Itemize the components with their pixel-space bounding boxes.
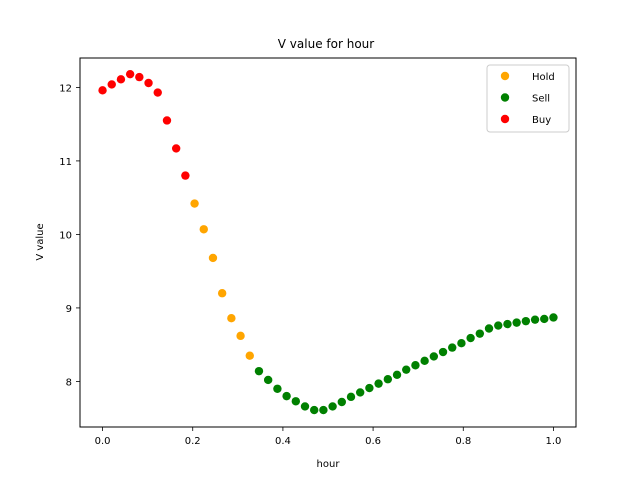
x-tick-label: 0.8 bbox=[455, 436, 471, 447]
data-point-hold bbox=[208, 253, 218, 263]
data-point-sell bbox=[310, 405, 319, 415]
data-point-sell bbox=[429, 352, 439, 361]
axes-frame bbox=[79, 57, 577, 428]
data-point-sell bbox=[402, 365, 411, 374]
y-tick-label: 10 bbox=[59, 230, 72, 241]
x-axis: 0.0 0.2 0.4 0.6 0.8 1.0 bbox=[95, 427, 562, 447]
data-point-sell bbox=[374, 379, 383, 388]
legend-marker-sell bbox=[500, 93, 510, 102]
x-axis-label: hour bbox=[317, 459, 341, 470]
data-point-buy bbox=[153, 88, 162, 97]
data-point-buy bbox=[144, 78, 153, 88]
plot-area bbox=[79, 57, 577, 428]
x-tick-label: 0.6 bbox=[365, 436, 381, 447]
legend-box bbox=[486, 64, 570, 133]
data-point-buy bbox=[116, 75, 126, 84]
legend-label-hold: Hold bbox=[532, 72, 555, 83]
data-point-sell bbox=[254, 366, 264, 376]
data-point-sell bbox=[438, 347, 448, 357]
x-tick-label: 1.0 bbox=[546, 436, 562, 447]
data-point-sell bbox=[549, 313, 558, 322]
data-point-sell bbox=[466, 333, 475, 343]
x-tick-label: 0.4 bbox=[275, 436, 291, 447]
data-point-sell bbox=[383, 375, 393, 384]
data-point-sell bbox=[411, 361, 420, 370]
data-point-sell bbox=[503, 319, 512, 329]
data-point-sell bbox=[448, 343, 457, 352]
y-axis-label: V value bbox=[35, 223, 46, 260]
data-point-sell bbox=[392, 370, 402, 380]
data-point-sell bbox=[346, 392, 356, 402]
data-point-sell bbox=[273, 384, 282, 393]
data-point-sell bbox=[328, 402, 337, 411]
x-tick-label: 0.2 bbox=[185, 436, 201, 447]
data-point-sell bbox=[540, 314, 549, 324]
data-point-sell bbox=[420, 356, 429, 366]
data-point-hold bbox=[217, 289, 227, 298]
data-point-buy bbox=[181, 171, 190, 180]
data-point-buy bbox=[171, 144, 181, 153]
x-tick-label: 0.0 bbox=[95, 436, 111, 447]
y-tick-label: 12 bbox=[59, 83, 72, 94]
y-tick-label: 9 bbox=[66, 304, 72, 315]
data-point-sell bbox=[263, 375, 273, 385]
legend-marker-hold bbox=[500, 71, 510, 81]
data-point-buy bbox=[162, 116, 172, 125]
data-point-hold bbox=[236, 331, 245, 341]
legend-label-buy: Buy bbox=[532, 115, 551, 126]
data-point-sell bbox=[291, 397, 301, 406]
y-tick-label: 11 bbox=[59, 157, 72, 168]
data-point-hold bbox=[199, 225, 208, 234]
legend-label-sell: Sell bbox=[532, 94, 550, 105]
data-point-buy bbox=[98, 86, 107, 95]
y-axis: 8 9 10 11 12 bbox=[59, 83, 80, 388]
data-point-sell bbox=[475, 329, 485, 338]
data-points bbox=[98, 69, 558, 415]
data-point-hold bbox=[227, 314, 236, 323]
data-point-sell bbox=[282, 391, 291, 401]
data-point-sell bbox=[494, 321, 503, 330]
data-point-sell bbox=[337, 397, 346, 407]
data-point-sell bbox=[457, 339, 466, 348]
data-point-hold bbox=[190, 199, 199, 208]
data-point-sell bbox=[530, 315, 540, 324]
data-point-buy bbox=[125, 69, 135, 79]
data-point-sell bbox=[512, 318, 521, 327]
data-point-buy bbox=[135, 72, 144, 82]
legend: Hold Sell Buy bbox=[486, 64, 570, 133]
data-point-sell bbox=[484, 324, 494, 333]
legend-marker-buy bbox=[500, 114, 510, 124]
data-point-sell bbox=[300, 402, 310, 411]
data-point-sell bbox=[521, 316, 531, 326]
data-point-sell bbox=[355, 388, 365, 397]
data-point-sell bbox=[365, 383, 374, 393]
chart-title: V value for hour bbox=[278, 37, 374, 51]
y-tick-label: 8 bbox=[66, 377, 72, 388]
data-point-hold bbox=[245, 351, 254, 360]
data-point-buy bbox=[107, 80, 116, 89]
data-point-sell bbox=[319, 405, 328, 415]
